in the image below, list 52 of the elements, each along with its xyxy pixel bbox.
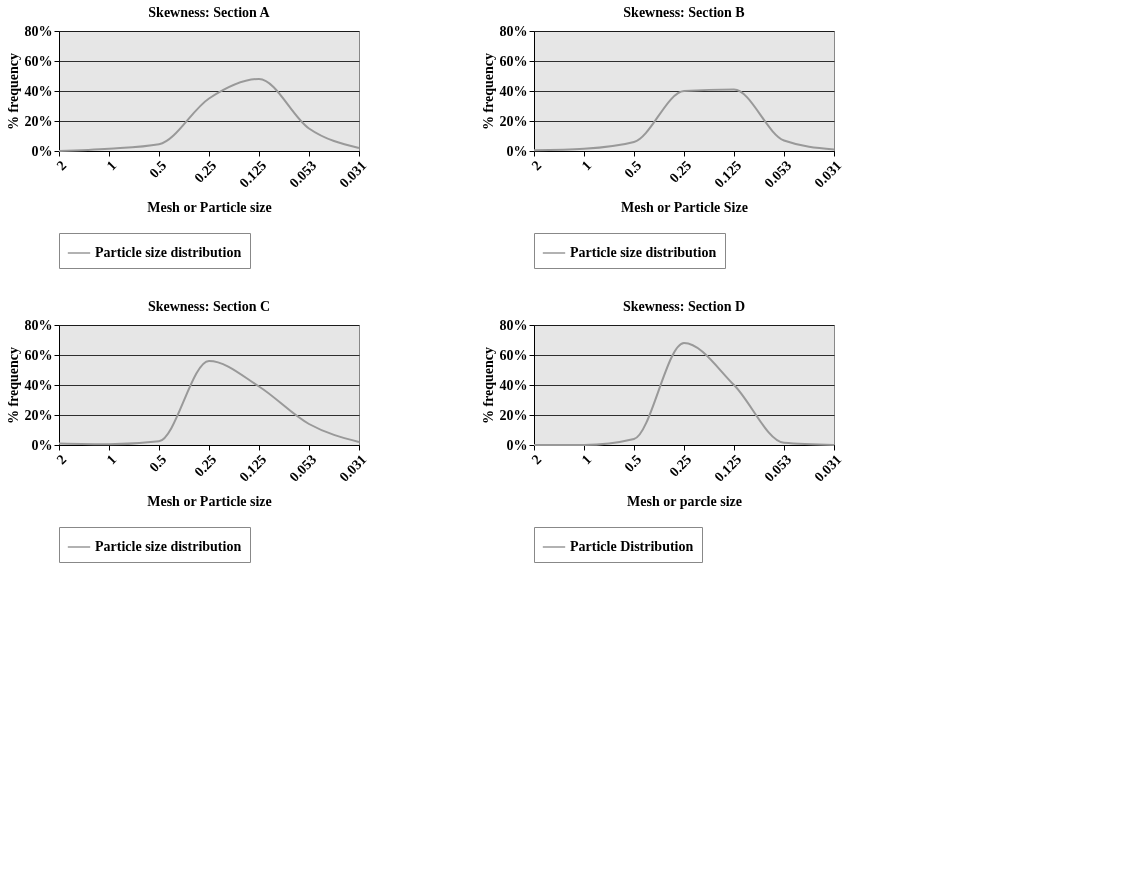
x-tick-label: 2	[528, 451, 545, 468]
y-tick-label: 60%	[499, 347, 528, 363]
chart-title: Skewness: Section D	[622, 299, 746, 314]
y-tick-label: 80%	[24, 23, 53, 39]
x-tick-label: 0.25	[191, 451, 220, 480]
y-tick-label: 40%	[499, 83, 528, 99]
x-tick-label: 1	[103, 451, 120, 468]
x-tick-label: 1	[103, 157, 120, 174]
y-tick-label: 20%	[24, 113, 53, 129]
y-tick-label: 60%	[24, 53, 53, 69]
y-tick-label: 40%	[24, 377, 53, 393]
x-tick-label: 0.5	[621, 451, 645, 475]
y-tick-label: 40%	[24, 83, 53, 99]
y-tick-label: 0%	[506, 143, 528, 159]
y-tick-label: 80%	[499, 317, 528, 333]
y-axis-title: % frequency	[480, 52, 496, 131]
y-axis-title: % frequency	[5, 52, 21, 131]
y-tick-label: 20%	[499, 407, 528, 423]
y-tick-label: 0%	[506, 437, 528, 453]
legend-label: Particle Distribution	[570, 539, 694, 554]
y-axis-title: % frequency	[480, 346, 496, 425]
y-tick-label: 20%	[499, 113, 528, 129]
chart-title: Skewness: Section B	[623, 5, 745, 20]
chart-title: Skewness: Section A	[148, 5, 271, 20]
x-tick-label: 0.5	[146, 157, 170, 181]
y-tick-label: 0%	[31, 143, 53, 159]
legend-label: Particle size distribution	[95, 539, 242, 554]
x-tick-label: 0.25	[666, 451, 695, 480]
x-tick-label: 0.5	[621, 157, 645, 181]
x-axis-title: Mesh or Particle size	[147, 199, 272, 215]
x-tick-label: 0.25	[666, 157, 695, 186]
x-tick-label: 0.25	[191, 157, 220, 186]
x-tick-label: 2	[53, 157, 70, 174]
x-tick-label: 2	[53, 451, 70, 468]
y-tick-label: 60%	[499, 53, 528, 69]
x-tick-label: 1	[578, 451, 595, 468]
x-axis-title: Mesh or parcle size	[627, 493, 742, 509]
legend-label: Particle size distribution	[95, 245, 242, 260]
x-axis-title: Mesh or Particle size	[147, 493, 272, 509]
y-tick-label: 60%	[24, 347, 53, 363]
y-tick-label: 0%	[31, 437, 53, 453]
x-tick-label: 1	[578, 157, 595, 174]
x-tick-label: 2	[528, 157, 545, 174]
x-axis-title: Mesh or Particle Size	[621, 199, 748, 215]
legend-label: Particle size distribution	[570, 245, 717, 260]
y-tick-label: 20%	[24, 407, 53, 423]
y-tick-label: 40%	[499, 377, 528, 393]
x-tick-label: 0.5	[146, 451, 170, 475]
y-tick-label: 80%	[499, 23, 528, 39]
y-tick-label: 80%	[24, 317, 53, 333]
y-axis-title: % frequency	[5, 346, 21, 425]
chart-title: Skewness: Section C	[147, 299, 271, 314]
